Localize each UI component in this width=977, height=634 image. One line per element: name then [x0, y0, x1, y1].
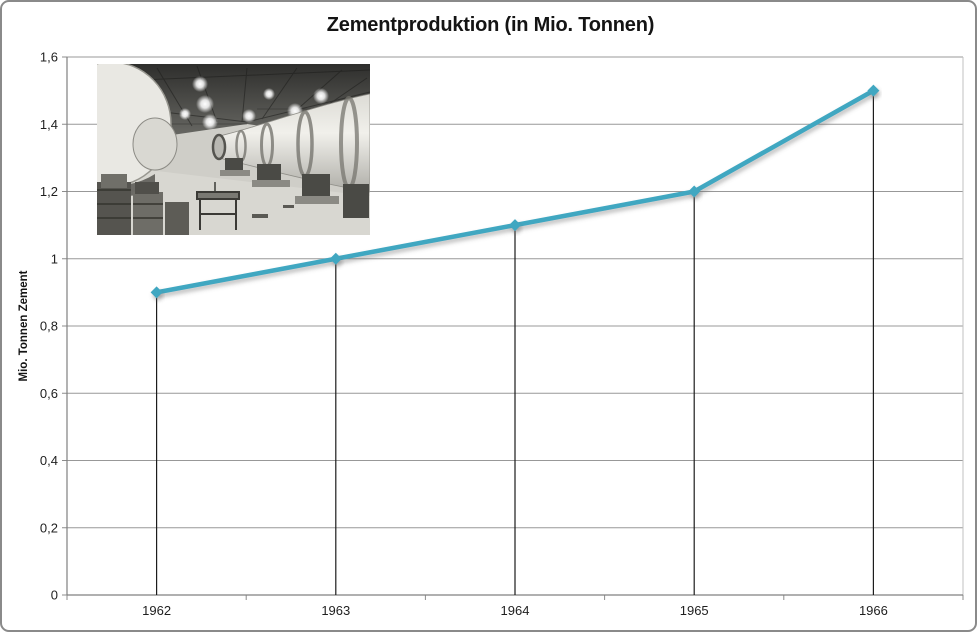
y-tick-label: 0,6 — [40, 386, 58, 401]
y-tick-label: 1,6 — [40, 50, 58, 65]
data-point-marker — [150, 286, 163, 299]
y-tick-label: 0,2 — [40, 520, 58, 535]
y-tick-label: 1,2 — [40, 184, 58, 199]
photo-floor-debris — [252, 205, 294, 218]
photo-crates — [97, 174, 189, 235]
x-tick-label: 1964 — [501, 603, 530, 618]
data-point-marker — [867, 84, 880, 97]
x-tick-label: 1966 — [859, 603, 888, 618]
y-tick-label: 1 — [51, 251, 58, 266]
y-tick-label: 0,8 — [40, 319, 58, 334]
y-tick-label: 0,4 — [40, 453, 58, 468]
x-tick-label: 1965 — [680, 603, 709, 618]
data-point-marker — [329, 252, 342, 265]
x-tick-label: 1963 — [321, 603, 350, 618]
factory-photo — [97, 64, 370, 235]
y-tick-label: 1,4 — [40, 117, 58, 132]
data-point-marker — [688, 185, 701, 198]
photo-kiln-supports — [220, 158, 369, 218]
photo-work-table — [196, 182, 240, 230]
data-point-marker — [509, 219, 521, 232]
x-tick-label: 1962 — [142, 603, 171, 618]
y-tick-label: 0 — [51, 588, 58, 603]
chart-title: Zementproduktion (in Mio. Tonnen) — [326, 14, 655, 36]
